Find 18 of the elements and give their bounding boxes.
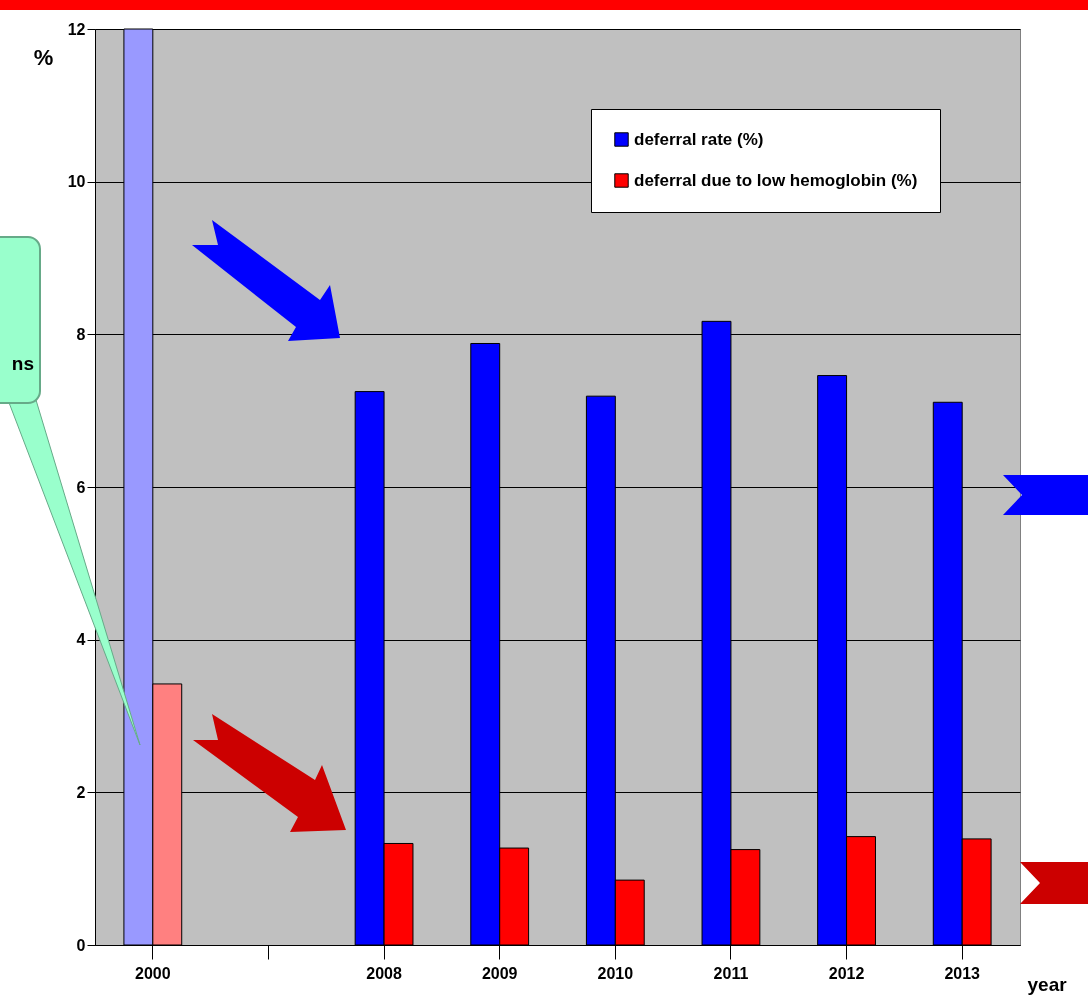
y-tick-label: 8 xyxy=(76,325,86,343)
x-tick-label: 2011 xyxy=(713,964,749,982)
x-tick-label: 2012 xyxy=(828,964,865,982)
y-axis-title: % xyxy=(33,44,54,70)
y-tick-label: 12 xyxy=(67,20,86,38)
y-tick-label: 0 xyxy=(76,936,86,954)
x-axis-title: year xyxy=(1027,973,1068,995)
x-tick-label: 2000 xyxy=(135,964,171,982)
legend-label: deferral due to low hemoglobin (%) xyxy=(634,170,918,190)
x-tick-label: 2013 xyxy=(944,964,981,982)
x-tick-label: 2009 xyxy=(481,964,518,982)
legend-label: deferral rate (%) xyxy=(634,129,764,149)
y-tick-label: 2 xyxy=(76,783,86,801)
y-tick-label: 6 xyxy=(76,478,86,496)
x-tick-label: 2008 xyxy=(366,964,402,982)
y-tick-label: 4 xyxy=(76,631,86,649)
x-tick-label: 2010 xyxy=(597,964,634,982)
y-tick-label: 10 xyxy=(67,173,86,191)
